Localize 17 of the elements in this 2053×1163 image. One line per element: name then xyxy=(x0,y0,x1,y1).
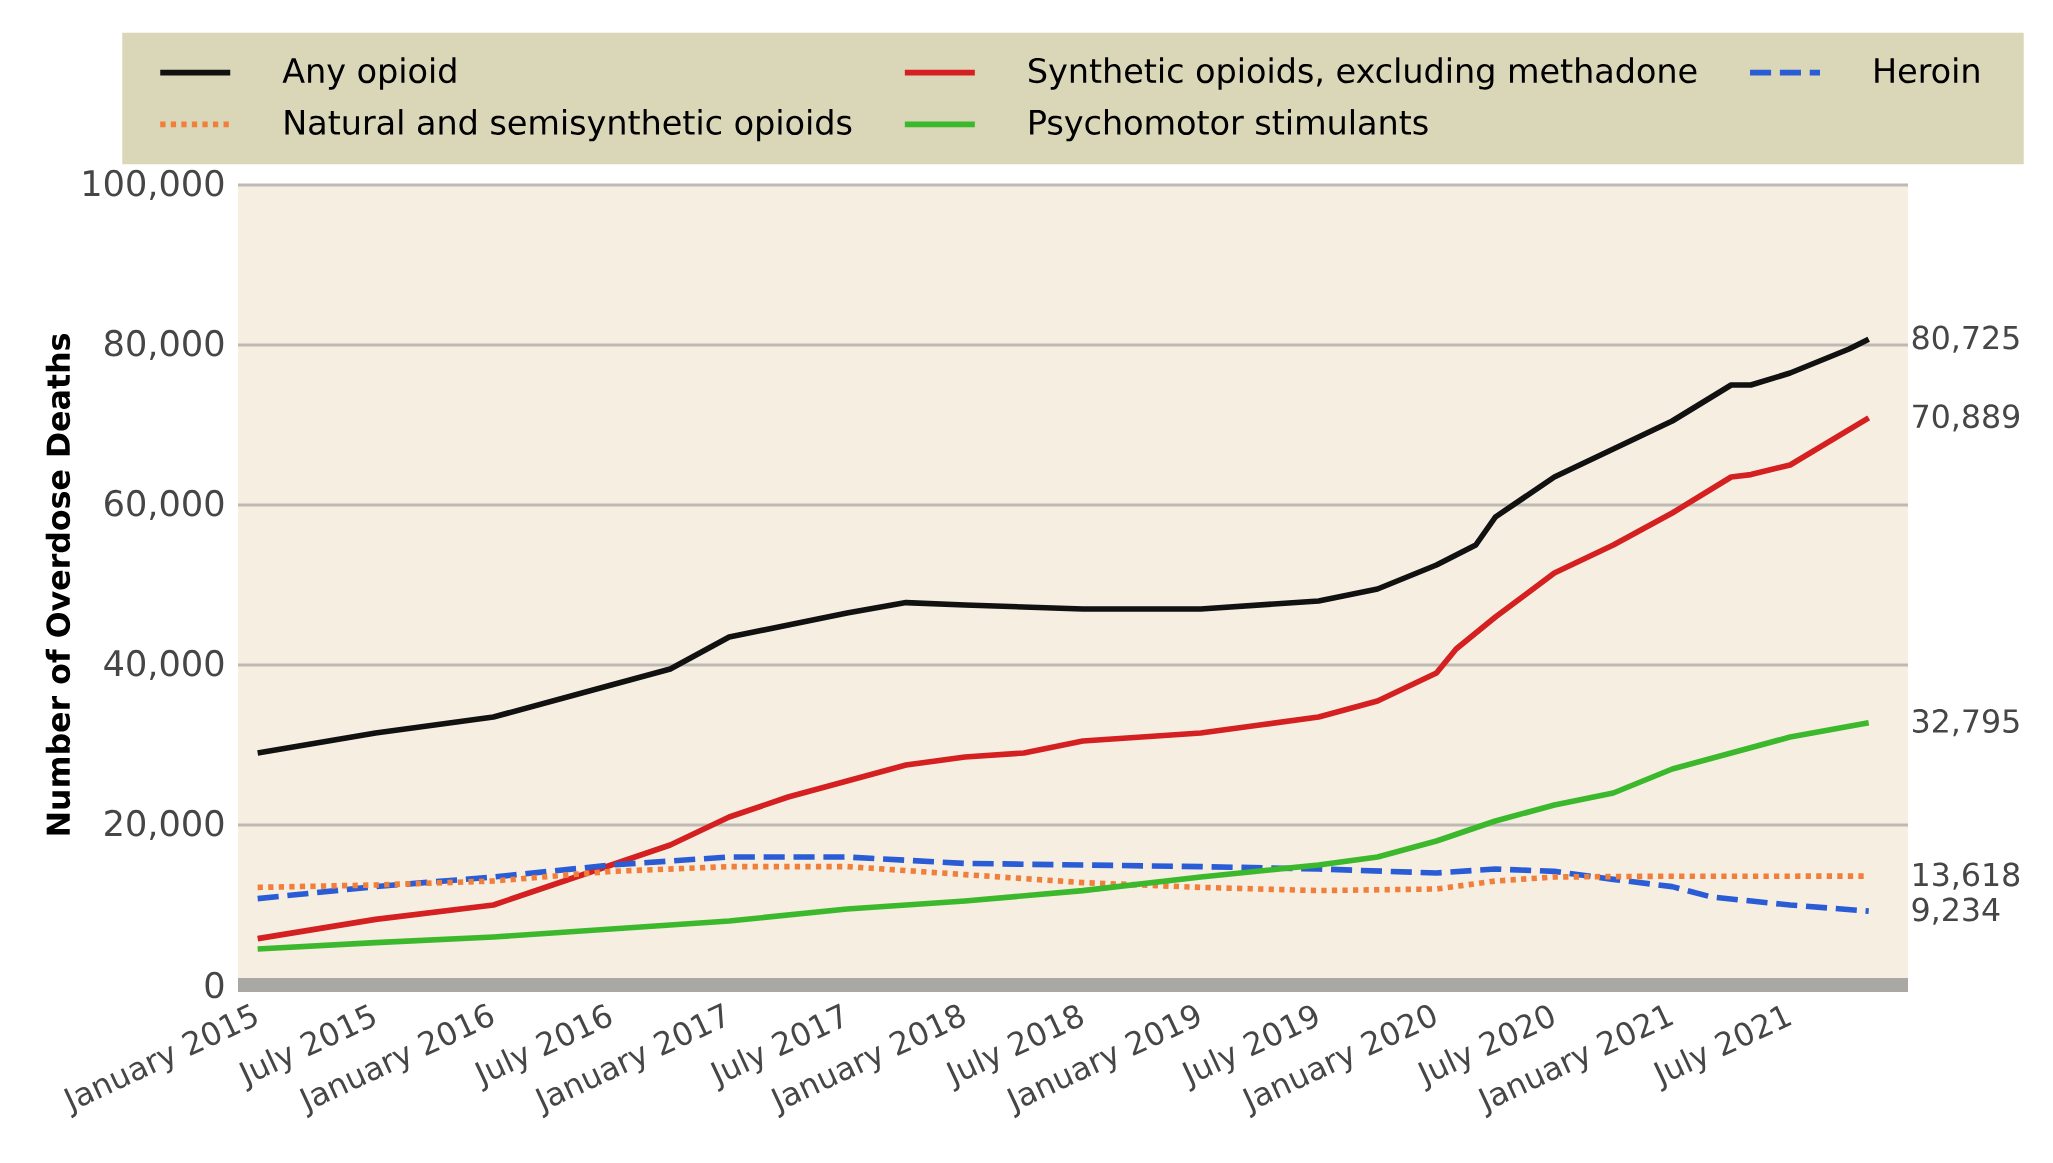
annotation: 80,725 xyxy=(1912,325,2019,353)
annotation: 13,618 xyxy=(1914,862,2020,890)
annotation: 9,234 xyxy=(1912,897,2000,925)
y-tick-label: 20,000 xyxy=(105,809,224,841)
annotation: 70,889 xyxy=(1913,404,2020,432)
y-tick-label: 0 xyxy=(205,971,224,999)
legend-label: Any opioid xyxy=(282,57,456,90)
y-tick-label: 100,000 xyxy=(84,169,224,201)
legend-label: Psychomotor stimulants xyxy=(1030,109,1428,142)
y-tick-label: 80,000 xyxy=(104,329,224,361)
y-axis-title: Number of Overdose Deaths xyxy=(45,334,71,835)
y-tick-label: 40,000 xyxy=(104,649,224,681)
legend-label: Natural and semisynthetic opioids xyxy=(285,109,852,142)
legend-label: Heroin xyxy=(1875,57,1979,84)
y-tick-label: 60,000 xyxy=(105,489,224,521)
legend-label: Synthetic opioids, excluding methadone xyxy=(1029,57,1697,90)
annotation: 32,795 xyxy=(1913,709,2019,737)
